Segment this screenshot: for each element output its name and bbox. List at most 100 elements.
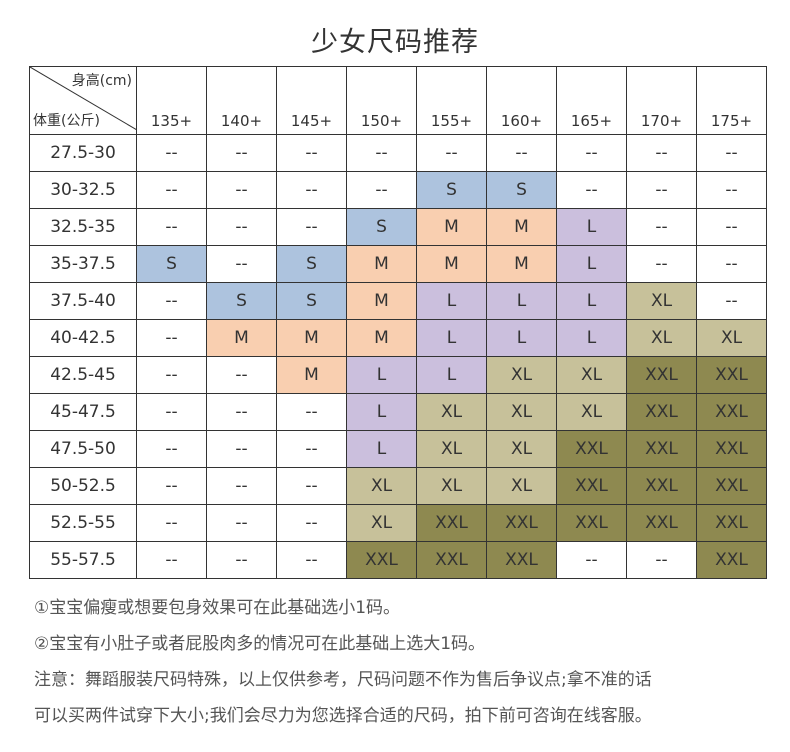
height-column-header: 140+ (206, 66, 277, 135)
size-cell: XXL (486, 504, 557, 542)
size-cell: XL (416, 467, 487, 505)
size-chart-table: 身高(cm) 体重(公斤) 135+ 140+ 145+ 150+ 155+ 1… (29, 66, 767, 579)
size-cell: M (416, 208, 487, 246)
note-line: ①宝宝偏瘦或想要包身效果可在此基础选小1码。 (34, 598, 401, 618)
height-column-header: 145+ (276, 66, 347, 135)
size-cell: M (346, 319, 417, 357)
size-cell: XL (346, 504, 417, 542)
size-cell: -- (136, 319, 207, 357)
weight-label: 体重(公斤) (33, 113, 100, 129)
weight-cell: 42.5-45 (29, 356, 137, 394)
size-cell: S (136, 245, 207, 283)
size-cell: XXL (696, 467, 767, 505)
size-cell: XXL (556, 467, 627, 505)
height-column-header: 160+ (486, 66, 557, 135)
size-cell: -- (626, 171, 697, 209)
size-cell: -- (136, 504, 207, 542)
notes-section: ①宝宝偏瘦或想要包身效果可在此基础选小1码。 ②宝宝有小肚子或者屁股肉多的情况可… (34, 590, 774, 734)
weight-cell: 30-32.5 (29, 171, 137, 209)
size-cell: XXL (626, 430, 697, 468)
weight-cell: 40-42.5 (29, 319, 137, 357)
size-cell: -- (276, 541, 347, 579)
size-cell: M (276, 356, 347, 394)
note-line: 注意：舞蹈服装尺码特殊，以上仅供参考，尺码问题不作为售后争议点;拿不准的话 (34, 670, 652, 690)
weight-cell: 32.5-35 (29, 208, 137, 246)
height-column-header: 165+ (556, 66, 627, 135)
table-row: 32.5-35 -- -- -- S M M L -- -- (29, 208, 767, 246)
size-cell: XXL (696, 504, 767, 542)
size-cell: XXL (556, 504, 627, 542)
size-cell: -- (346, 171, 417, 209)
size-cell: -- (136, 393, 207, 431)
size-cell: -- (486, 134, 557, 172)
size-cell: L (416, 319, 487, 357)
table-row: 52.5-55 -- -- -- XL XXL XXL XXL XXL XXL (29, 504, 767, 542)
table-row: 35-37.5 S -- S M M M L -- -- (29, 245, 767, 283)
size-cell: -- (136, 356, 207, 394)
size-cell: XL (556, 393, 627, 431)
size-cell: -- (206, 541, 277, 579)
table-row: 42.5-45 -- -- M L L XL XL XXL XXL (29, 356, 767, 394)
size-cell: -- (136, 430, 207, 468)
size-cell: S (486, 171, 557, 209)
size-cell: XXL (696, 393, 767, 431)
weight-cell: 55-57.5 (29, 541, 137, 579)
page-title: 少女尺码推荐 (311, 27, 479, 58)
size-cell: XL (696, 319, 767, 357)
size-cell: XXL (556, 430, 627, 468)
size-cell: L (556, 208, 627, 246)
size-cell: -- (206, 393, 277, 431)
height-column-header: 155+ (416, 66, 487, 135)
size-cell: L (416, 356, 487, 394)
size-cell: -- (626, 134, 697, 172)
size-cell: -- (276, 393, 347, 431)
size-cell: XL (346, 467, 417, 505)
weight-cell: 37.5-40 (29, 282, 137, 320)
weight-cell: 50-52.5 (29, 467, 137, 505)
size-cell: L (416, 282, 487, 320)
size-cell: XXL (696, 356, 767, 394)
size-cell: -- (206, 134, 277, 172)
size-cell: -- (346, 134, 417, 172)
size-cell: -- (276, 208, 347, 246)
size-cell: S (206, 282, 277, 320)
size-cell: XL (486, 430, 557, 468)
size-cell: XL (626, 319, 697, 357)
size-cell: M (486, 245, 557, 283)
size-cell: M (416, 245, 487, 283)
size-cell: -- (556, 134, 627, 172)
weight-cell: 35-37.5 (29, 245, 137, 283)
header-row: 身高(cm) 体重(公斤) 135+ 140+ 145+ 150+ 155+ 1… (29, 66, 767, 135)
size-cell: -- (206, 171, 277, 209)
size-cell: L (556, 245, 627, 283)
table-row: 40-42.5 -- M M M L L L XL XL (29, 319, 767, 357)
size-cell: -- (696, 171, 767, 209)
size-cell: -- (206, 504, 277, 542)
size-cell: XXL (626, 467, 697, 505)
size-cell: -- (206, 467, 277, 505)
size-cell: XXL (626, 393, 697, 431)
size-cell: -- (416, 134, 487, 172)
size-cell: XL (416, 393, 487, 431)
weight-cell: 45-47.5 (29, 393, 137, 431)
diagonal-line (30, 67, 137, 130)
size-cell: XXL (346, 541, 417, 579)
size-cell: -- (626, 245, 697, 283)
size-cell: XL (486, 467, 557, 505)
corner-cell: 身高(cm) 体重(公斤) (29, 66, 137, 135)
size-cell: S (346, 208, 417, 246)
table-row: 50-52.5 -- -- -- XL XL XL XXL XXL XXL (29, 467, 767, 505)
table-row: 30-32.5 -- -- -- -- S S -- -- -- (29, 171, 767, 209)
size-cell: -- (136, 134, 207, 172)
size-cell: -- (276, 430, 347, 468)
size-cell: -- (276, 134, 347, 172)
size-cell: XL (416, 430, 487, 468)
size-cell: -- (626, 208, 697, 246)
size-cell: XXL (696, 430, 767, 468)
table-row: 27.5-30 -- -- -- -- -- -- -- -- -- (29, 134, 767, 172)
size-cell: -- (556, 171, 627, 209)
table-row: 47.5-50 -- -- -- L XL XL XXL XXL XXL (29, 430, 767, 468)
size-cell: -- (136, 208, 207, 246)
size-cell: L (486, 282, 557, 320)
height-label: 身高(cm) (71, 73, 132, 89)
